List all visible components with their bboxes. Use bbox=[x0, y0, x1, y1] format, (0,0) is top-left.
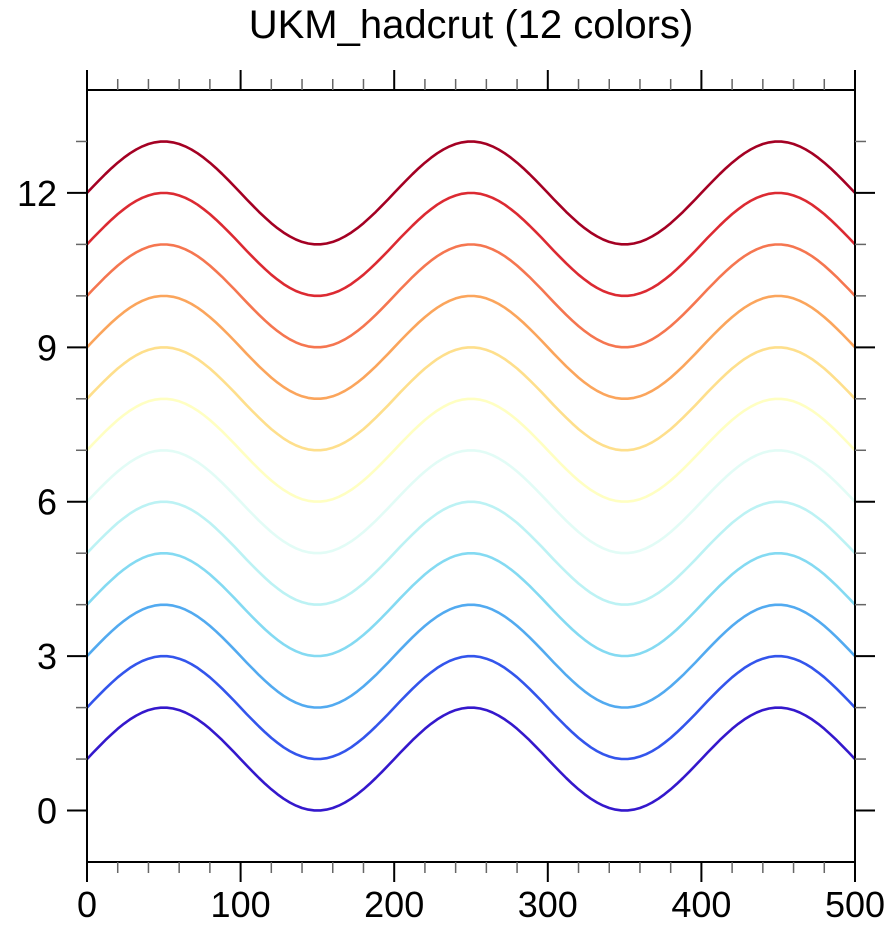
y-axis-minor-ticks bbox=[76, 140, 866, 760]
series-line-2 bbox=[85, 654, 857, 761]
series-line-11 bbox=[85, 191, 857, 298]
series-line-1 bbox=[85, 706, 857, 812]
y-tick-labels: 0 3 6 9 12 bbox=[17, 173, 57, 832]
y-tick-label: 6 bbox=[37, 482, 57, 523]
x-tick-label: 400 bbox=[671, 884, 731, 925]
series-line-9 bbox=[85, 294, 857, 400]
y-tick-label: 0 bbox=[37, 791, 57, 832]
series-line-8 bbox=[85, 346, 857, 452]
x-axis-major-ticks bbox=[86, 70, 856, 882]
x-tick-label: 300 bbox=[518, 884, 578, 925]
plot-frame bbox=[86, 89, 856, 863]
series-line-7 bbox=[85, 397, 857, 503]
x-tick-label: 200 bbox=[364, 884, 424, 925]
y-axis-major-ticks bbox=[67, 191, 875, 812]
y-tick-label: 9 bbox=[37, 327, 57, 368]
series-line-6 bbox=[85, 449, 857, 555]
series-line-3 bbox=[85, 603, 857, 709]
y-tick-label: 12 bbox=[17, 173, 57, 214]
y-tick-label: 3 bbox=[37, 636, 57, 677]
x-tick-label: 100 bbox=[211, 884, 271, 925]
curves bbox=[85, 140, 857, 812]
x-tick-labels: 0 100 200 300 400 500 bbox=[77, 884, 884, 925]
x-tick-label: 500 bbox=[825, 884, 884, 925]
series-line-10 bbox=[85, 243, 857, 349]
series-line-5 bbox=[85, 500, 857, 606]
chart-title: UKM_hadcrut (12 colors) bbox=[248, 3, 694, 47]
x-axis-minor-ticks bbox=[116, 79, 826, 873]
series-line-4 bbox=[85, 552, 857, 658]
series-line-12 bbox=[85, 140, 857, 246]
x-tick-label: 0 bbox=[77, 884, 97, 925]
